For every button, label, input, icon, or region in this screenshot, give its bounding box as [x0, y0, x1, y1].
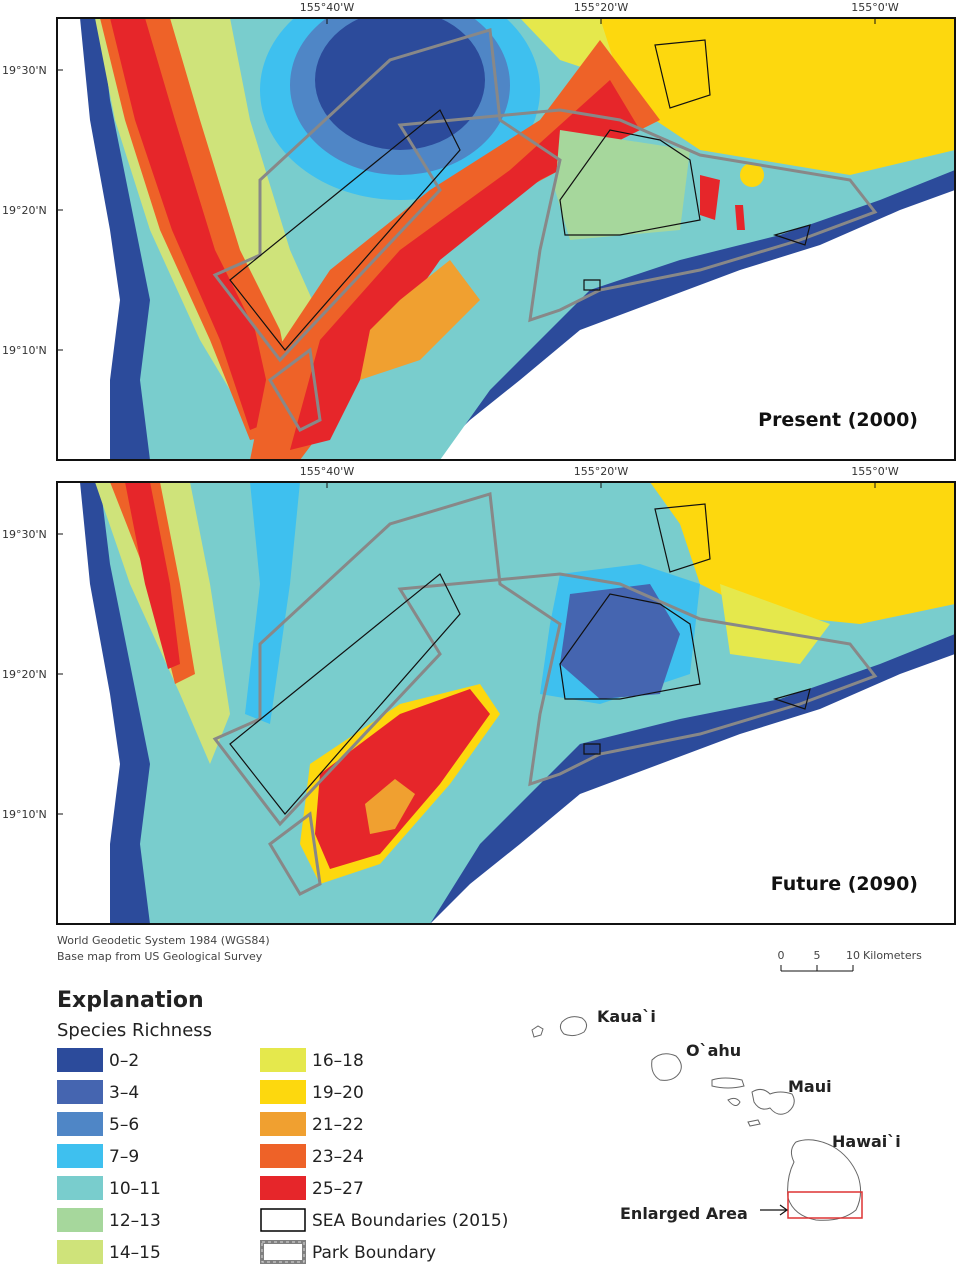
panel-label: Future (2090) [771, 873, 918, 895]
longitude-label: 155°40'W [300, 1, 355, 14]
scale-tick-label: 10 [846, 949, 860, 962]
island-label: O`ahu [686, 1041, 741, 1060]
park-boundary [212, 492, 878, 896]
legend-label: 12–13 [109, 1211, 161, 1231]
legend-label: 23–24 [312, 1147, 364, 1167]
island-label: Hawai`i [832, 1132, 901, 1151]
longitude-label: 155°0'W [851, 465, 899, 478]
legend-label: Park Boundary [312, 1243, 436, 1263]
latitude-label: 19°30'N [2, 528, 47, 541]
richness-zone [110, 18, 275, 430]
legend-label: 0–2 [109, 1051, 139, 1071]
panel-frame [56, 481, 956, 925]
enlarged-area-label: Enlarged Area [620, 1204, 748, 1223]
latitude-label: 19°20'N [2, 668, 47, 681]
legend-swatch [260, 1144, 306, 1168]
legend-label: 7–9 [109, 1147, 139, 1167]
longitude-label: 155°20'W [574, 1, 629, 14]
legend-swatch [57, 1144, 103, 1168]
legend-swatch [57, 1112, 103, 1136]
legend-label: 10–11 [109, 1179, 161, 1199]
legend-label: 25–27 [312, 1179, 364, 1199]
legend-swatch [260, 1240, 306, 1264]
legend-swatch [260, 1080, 306, 1104]
legend-label: SEA Boundaries (2015) [312, 1211, 508, 1231]
richness-zone [290, 80, 640, 450]
legend-swatch [260, 1112, 306, 1136]
legend-swatch [57, 1048, 103, 1072]
credit: Base map from US Geological Survey [57, 950, 263, 963]
map-panel: 155°40'W 155°20'W 155°0'W 19°30'N 19°20'N 19°… [2, 465, 956, 925]
panel-frame [56, 17, 956, 461]
inset-map [531, 1016, 863, 1221]
latitude-label: 19°30'N [2, 64, 47, 77]
legend-label: 14–15 [109, 1243, 161, 1263]
richness-zone [720, 584, 830, 664]
richness-zone [125, 482, 180, 669]
richness-zone [315, 689, 490, 869]
richness-zone [360, 260, 480, 380]
longitude-label: 155°40'W [300, 465, 355, 478]
map-panel: 155°40'W 155°20'W 155°0'W 19°30'N 19°20'N 19°… [2, 1, 956, 461]
park-boundary [212, 28, 878, 432]
sea-boundary [229, 503, 811, 815]
island-label: Kaua`i [597, 1007, 656, 1026]
credit: World Geodetic System 1984 (WGS84) [57, 934, 270, 947]
legend-label: 21–22 [312, 1115, 364, 1135]
longitude-label: 155°0'W [851, 1, 899, 14]
longitude-label: 155°20'W [574, 465, 629, 478]
richness-zone [740, 163, 764, 187]
legend-label: 3–4 [109, 1083, 139, 1103]
richness-zone [700, 175, 745, 230]
richness-zone [555, 130, 690, 240]
legend-subtitle: Species Richness [57, 1020, 212, 1041]
sea-boundary [229, 39, 811, 351]
legend-swatch [260, 1048, 306, 1072]
richness-zone [580, 18, 955, 175]
legend-swatch [57, 1240, 103, 1264]
panel-label: Present (2000) [758, 409, 918, 431]
richness-zone [365, 779, 415, 834]
legend-label: 19–20 [312, 1083, 364, 1103]
legend-swatch [260, 1208, 306, 1232]
scale-tick-label: 5 [814, 949, 821, 962]
island-label: Maui [788, 1077, 832, 1096]
legend-label: 16–18 [312, 1051, 364, 1071]
legend-title: Explanation [57, 988, 204, 1013]
legend-swatch [261, 1241, 305, 1263]
legend-swatch [57, 1176, 103, 1200]
richness-zone [315, 18, 485, 150]
latitude-label: 19°10'N [2, 344, 47, 357]
richness-zone [560, 584, 680, 699]
latitude-label: 19°20'N [2, 204, 47, 217]
legend-swatch [260, 1176, 306, 1200]
latitude-label: 19°10'N [2, 808, 47, 821]
legend-label: 5–6 [109, 1115, 139, 1135]
legend-swatch [57, 1080, 103, 1104]
scale-tick-label: 0 [778, 949, 785, 962]
legend-swatch [57, 1208, 103, 1232]
scale-unit: Kilometers [863, 949, 922, 962]
